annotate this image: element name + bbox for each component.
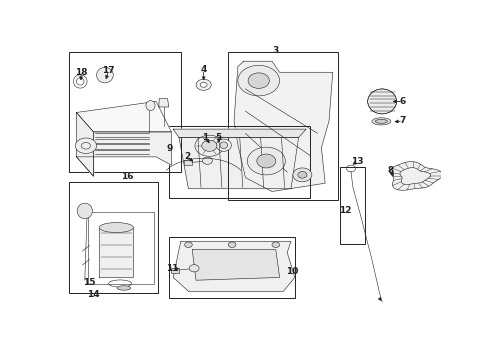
Circle shape <box>257 154 276 168</box>
Bar <box>170 126 310 198</box>
Text: 7: 7 <box>400 116 406 125</box>
Text: 18: 18 <box>75 68 87 77</box>
Text: 9: 9 <box>166 144 172 153</box>
Polygon shape <box>99 228 133 278</box>
Circle shape <box>202 140 217 151</box>
Ellipse shape <box>220 142 227 149</box>
Text: 10: 10 <box>286 267 298 276</box>
FancyBboxPatch shape <box>184 160 192 165</box>
Polygon shape <box>173 129 306 138</box>
Circle shape <box>202 157 212 164</box>
Ellipse shape <box>117 286 131 290</box>
Ellipse shape <box>77 203 93 219</box>
Text: 4: 4 <box>200 65 207 74</box>
Text: 2: 2 <box>185 152 191 161</box>
Bar <box>341 167 365 244</box>
Text: 11: 11 <box>166 264 178 273</box>
Text: 3: 3 <box>272 46 279 55</box>
Circle shape <box>200 82 207 87</box>
Ellipse shape <box>146 100 155 111</box>
Text: 8: 8 <box>388 166 394 175</box>
Ellipse shape <box>368 89 396 114</box>
Ellipse shape <box>216 139 231 151</box>
Text: 15: 15 <box>83 279 96 288</box>
Polygon shape <box>192 250 280 280</box>
Bar <box>88 212 154 284</box>
Circle shape <box>238 66 280 96</box>
Circle shape <box>228 242 236 247</box>
Ellipse shape <box>375 120 388 123</box>
Circle shape <box>248 73 270 89</box>
Text: 5: 5 <box>216 133 222 142</box>
Text: 1: 1 <box>202 133 209 142</box>
Polygon shape <box>390 162 442 190</box>
Bar <box>170 237 295 298</box>
Text: 16: 16 <box>122 172 134 181</box>
Polygon shape <box>76 112 94 176</box>
Ellipse shape <box>372 118 391 125</box>
Polygon shape <box>159 99 169 107</box>
Circle shape <box>75 138 97 153</box>
Ellipse shape <box>97 67 113 83</box>
Polygon shape <box>234 61 333 192</box>
Circle shape <box>196 79 211 90</box>
Circle shape <box>298 172 307 178</box>
Circle shape <box>247 147 285 175</box>
Text: 17: 17 <box>102 66 115 75</box>
Polygon shape <box>76 102 172 132</box>
Circle shape <box>293 168 312 182</box>
Polygon shape <box>173 242 295 291</box>
Bar <box>69 182 158 293</box>
Bar <box>228 51 339 200</box>
Text: 6: 6 <box>400 97 406 106</box>
Ellipse shape <box>99 222 133 233</box>
Bar <box>69 51 181 172</box>
Polygon shape <box>76 132 172 176</box>
Polygon shape <box>179 138 298 189</box>
Circle shape <box>195 135 224 156</box>
Text: 13: 13 <box>351 157 364 166</box>
Text: 14: 14 <box>87 289 100 298</box>
Circle shape <box>272 242 280 247</box>
Circle shape <box>185 242 192 247</box>
FancyBboxPatch shape <box>171 268 179 273</box>
Circle shape <box>189 265 199 272</box>
Text: 12: 12 <box>339 206 351 215</box>
